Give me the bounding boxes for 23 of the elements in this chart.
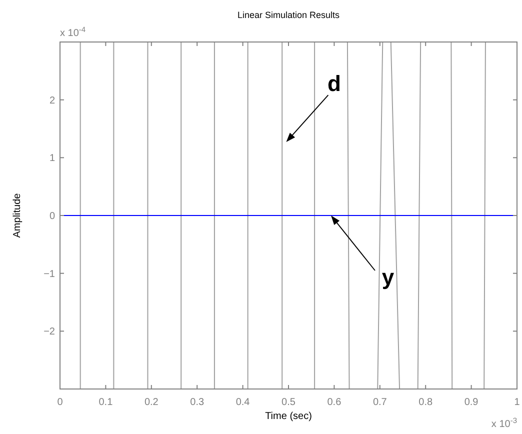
x-axis-title: Time (sec): [265, 411, 312, 422]
y-tick-label: 1: [49, 153, 56, 164]
x-tick-label: 0.9: [464, 397, 479, 408]
x-tick-label: 0.6: [327, 397, 342, 408]
y-tick-label: −1: [44, 268, 56, 280]
y-axis-title: Amplitude: [12, 192, 23, 238]
x-tick-label: 0: [57, 397, 64, 408]
y-tick-label: 2: [49, 95, 56, 106]
x-tick-label: 0.8: [418, 397, 433, 408]
text: x 10$^{-3}$: [491, 416, 517, 430]
x-tick-label: 0.1: [98, 397, 114, 408]
y-tick-label: −2: [44, 326, 56, 338]
text: x 10$^{-4}$: [60, 24, 86, 39]
chart-title: Linear Simulation Results: [237, 10, 340, 20]
x-tick-label: 0.2: [144, 397, 159, 408]
x-tick-label: 0.3: [190, 397, 204, 408]
x-tick-label: 0.5: [282, 397, 296, 408]
y-tick-label: 0: [49, 211, 56, 222]
annotation: d: [327, 71, 341, 96]
x-tick-label: 0.7: [372, 397, 388, 408]
x-tick-label: 0.4: [236, 397, 250, 408]
annotation: y: [382, 264, 395, 290]
x-tick-label: 1: [514, 397, 520, 408]
